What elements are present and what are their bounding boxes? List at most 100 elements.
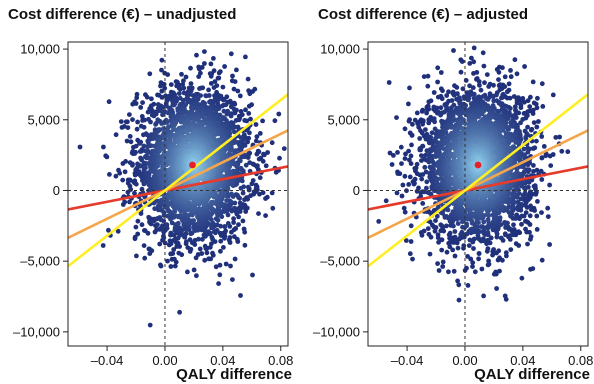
scatter-point (545, 205, 551, 211)
scatter-point (499, 95, 504, 101)
scatter-point (528, 127, 534, 133)
scatter-point (183, 239, 189, 245)
scatter-point (471, 246, 476, 251)
scatter-point (485, 237, 491, 243)
scatter-point (528, 94, 533, 100)
scatter-point (444, 249, 450, 255)
scatter-point (231, 220, 237, 225)
scatter-point (160, 112, 165, 118)
scatter-point (527, 104, 533, 109)
scatter-point (444, 101, 450, 106)
scatter-point (459, 229, 465, 235)
scatter-point (531, 120, 537, 125)
scatter-point (256, 211, 261, 217)
scatter-point (113, 173, 119, 179)
scatter-point (136, 169, 142, 175)
scatter-point (471, 91, 477, 97)
scatter-point (294, 79, 299, 84)
scatter-point (171, 102, 177, 108)
scatter-point (539, 210, 544, 216)
scatter-point (147, 71, 153, 77)
scatter-point (481, 63, 487, 69)
scatter-point (387, 150, 393, 156)
scatter-point (104, 154, 110, 160)
scatter-point (210, 250, 215, 256)
scatter-point (179, 71, 184, 77)
scatter-point (547, 153, 553, 159)
scatter-point (149, 248, 155, 254)
x-tick-label: –0.04 (91, 353, 124, 368)
scatter-point (135, 218, 141, 224)
scatter-point (539, 177, 545, 182)
scatter-point (197, 86, 202, 91)
scatter-point (175, 240, 181, 246)
scatter-point (145, 150, 151, 155)
scatter-point (152, 206, 158, 212)
scatter-point (232, 234, 237, 240)
scatter-point (535, 199, 540, 204)
scatter-point (202, 49, 207, 54)
scatter-point (478, 87, 484, 93)
scatter-point (465, 254, 470, 259)
scatter-point (460, 86, 466, 92)
scatter-point (449, 98, 455, 103)
scatter-point (425, 226, 431, 232)
scatter-point (240, 190, 246, 196)
scatter-point (233, 118, 239, 123)
scatter-point (100, 243, 106, 248)
scatter-point (511, 222, 516, 228)
scatter-point (539, 155, 545, 161)
scatter-point (272, 118, 278, 124)
scatter-point (197, 66, 202, 72)
scatter-point (445, 207, 451, 213)
scatter-point (399, 193, 405, 199)
scatter-point (253, 122, 259, 127)
scatter-point (148, 221, 154, 227)
scatter-point (513, 115, 519, 120)
scatter-point (273, 169, 279, 175)
scatter-point (391, 153, 396, 158)
scatter-point (440, 210, 445, 216)
scatter-point (140, 100, 146, 105)
scatter-point (178, 86, 183, 92)
scatter-point (508, 74, 514, 80)
scatter-point (523, 218, 528, 224)
scatter-point (519, 275, 525, 281)
scatter-point (550, 92, 556, 98)
scatter-point (410, 121, 415, 127)
scatter-point (208, 61, 214, 67)
scatter-point (426, 106, 432, 112)
scatter-point (536, 119, 541, 124)
scatter-point (194, 273, 199, 279)
scatter-point (194, 52, 199, 58)
scatter-point (159, 95, 165, 100)
scatter-point (534, 124, 540, 130)
scatter-point (237, 209, 243, 214)
scatter-point (128, 139, 134, 145)
scatter-point (497, 255, 502, 261)
scatter-point (229, 78, 235, 84)
scatter-point (438, 105, 444, 111)
scatter-point (202, 257, 208, 263)
scatter-point (168, 264, 174, 269)
scatter-point (480, 50, 486, 56)
scatter-point (525, 124, 530, 130)
scatter-point (261, 151, 266, 157)
scatter-point (496, 248, 502, 254)
scatter-point (444, 223, 449, 229)
scatter-point (386, 80, 392, 85)
y-tick-label: 0 (53, 183, 60, 198)
scatter-point (534, 213, 540, 219)
scatter-point (383, 198, 389, 204)
scatter-point (157, 241, 163, 247)
scatter-point (514, 71, 520, 77)
scatter-point (428, 98, 434, 104)
scatter-point (224, 198, 230, 204)
scatter-point (459, 59, 465, 64)
scatter-point (212, 79, 218, 84)
scatter-point (409, 142, 414, 148)
chart-1-title: Cost difference (€) – unadjusted (8, 6, 237, 23)
scatter-point (402, 209, 408, 215)
scatter-point (548, 163, 554, 169)
